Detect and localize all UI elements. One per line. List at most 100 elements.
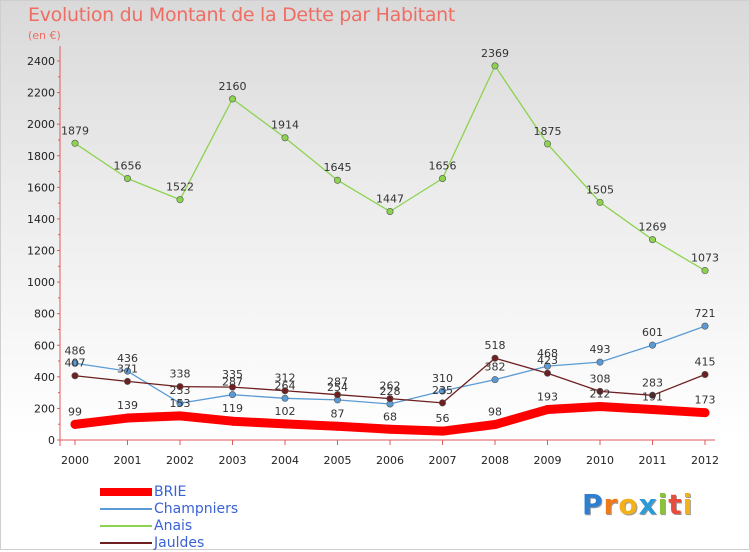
data-point [543, 140, 551, 148]
data-point [438, 399, 446, 407]
data-label: 382 [485, 361, 506, 374]
data-label: 310 [432, 372, 453, 385]
legend-label: Anais [154, 518, 193, 534]
data-label: 436 [117, 352, 138, 365]
data-label: 335 [222, 368, 243, 381]
data-point [333, 421, 342, 431]
data-point [281, 394, 289, 402]
data-point [333, 391, 341, 399]
data-label: 1269 [639, 221, 667, 234]
y-tick-label: 200 [34, 402, 55, 415]
data-label: 601 [642, 326, 663, 339]
data-point [281, 134, 289, 142]
y-tick-label: 1000 [27, 276, 55, 289]
data-label: 2369 [481, 47, 509, 60]
legend-swatch [100, 488, 152, 496]
legend-swatch [100, 508, 152, 510]
legend-label: BRIE [154, 484, 187, 500]
data-label: 173 [695, 394, 716, 407]
data-point [491, 62, 499, 70]
data-point [438, 174, 446, 182]
data-point [490, 420, 500, 430]
data-point [71, 359, 79, 367]
data-point [491, 354, 499, 362]
logo-letter: P [582, 488, 604, 521]
data-label: 1645 [324, 161, 352, 174]
data-label: 371 [117, 362, 138, 375]
data-label: 98 [488, 406, 502, 419]
legend-swatch [100, 525, 152, 527]
x-tick-label: 2009 [534, 454, 562, 467]
data-point [281, 387, 289, 395]
x-tick-label: 2004 [271, 454, 299, 467]
data-point [71, 372, 79, 380]
data-point [229, 391, 237, 399]
data-point [176, 383, 184, 391]
x-tick-label: 2011 [639, 454, 667, 467]
data-label: 468 [537, 347, 558, 360]
data-point [228, 416, 237, 426]
data-label: 193 [537, 391, 558, 404]
data-label: 1656 [429, 159, 457, 172]
legend-label: Jauldes [154, 535, 205, 551]
x-tick-label: 2010 [586, 454, 614, 467]
data-point [70, 419, 80, 429]
data-label: 228 [380, 385, 401, 398]
y-tick-label: 1200 [27, 245, 55, 258]
data-label: 423 [537, 354, 558, 367]
data-point [596, 387, 604, 395]
data-label: 262 [380, 380, 401, 393]
data-label: 518 [485, 339, 506, 352]
y-tick-label: 1600 [27, 181, 55, 194]
data-point [124, 174, 132, 182]
data-label: 1914 [271, 119, 299, 132]
data-point [543, 369, 551, 377]
data-label: 68 [383, 410, 397, 423]
data-point [176, 399, 184, 407]
data-label: 287 [222, 376, 243, 389]
data-label: 1522 [166, 181, 194, 194]
x-tick-label: 2008 [481, 454, 509, 467]
data-label: 1656 [114, 159, 142, 172]
data-label: 87 [331, 407, 345, 420]
data-label: 139 [117, 399, 138, 412]
data-point [386, 395, 394, 403]
data-point [438, 426, 447, 436]
data-label: 407 [65, 357, 86, 370]
data-label: 212 [590, 388, 611, 401]
data-label: 119 [222, 402, 243, 415]
data-label: 283 [642, 376, 663, 389]
x-tick-label: 2001 [114, 454, 142, 467]
data-label: 312 [275, 372, 296, 385]
data-point [700, 408, 710, 418]
data-label: 1505 [586, 183, 614, 196]
data-label: 338 [170, 368, 191, 381]
data-point [229, 95, 237, 103]
proxiti-logo[interactable]: Proxiti [582, 488, 693, 521]
data-label: 486 [65, 344, 86, 357]
y-tick-label: 2200 [27, 87, 55, 100]
data-label: 721 [695, 307, 716, 320]
data-point [701, 370, 709, 378]
logo-letter: i [657, 488, 669, 521]
data-point [385, 424, 395, 434]
series-line-anais [74, 65, 706, 272]
data-point [333, 176, 341, 184]
data-point [124, 367, 132, 375]
data-point [543, 362, 551, 370]
data-point [596, 198, 604, 206]
y-tick-label: 0 [48, 434, 55, 447]
data-point [648, 236, 656, 244]
y-tick-label: 800 [34, 308, 55, 321]
data-label: 233 [170, 384, 191, 397]
data-point [491, 376, 499, 384]
data-label: 1073 [691, 252, 719, 265]
logo-letter: i [682, 488, 694, 521]
logo-letter: t [668, 488, 683, 521]
y-tick-label: 1400 [27, 213, 55, 226]
x-tick-label: 2003 [219, 454, 247, 467]
data-point [123, 413, 132, 423]
data-point [386, 207, 394, 215]
